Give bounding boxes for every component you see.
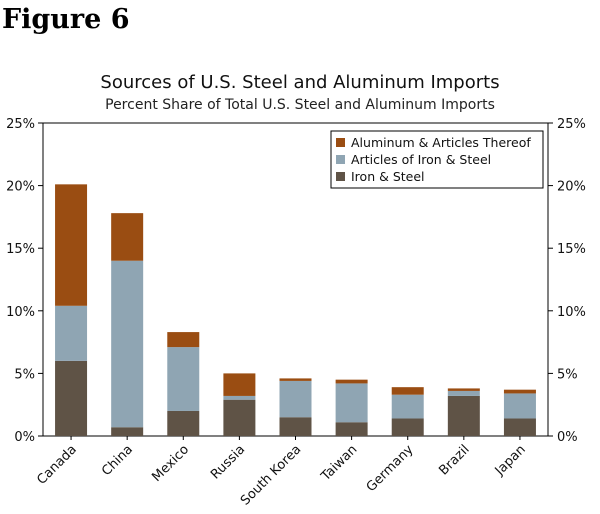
legend-label: Articles of Iron & Steel xyxy=(351,152,491,167)
bar-canada-iron-steel xyxy=(55,360,88,436)
bar-taiwan-articles-of-iron-steel xyxy=(335,383,368,423)
x-tick-label: China xyxy=(99,442,136,479)
bar-russia-iron-steel xyxy=(223,399,256,436)
bar-japan-iron-steel xyxy=(503,418,536,436)
bar-russia-aluminum-articles-thereof xyxy=(223,373,256,396)
y-tick-label-right: 20% xyxy=(557,180,586,195)
x-tick-label: Japan xyxy=(492,442,529,479)
y-tick-label-right: 10% xyxy=(557,305,586,320)
bar-mexico-articles-of-iron-steel xyxy=(167,347,200,411)
y-tick-label-left: 5% xyxy=(14,367,35,382)
bar-china-iron-steel xyxy=(111,427,144,436)
legend-swatch xyxy=(336,155,345,164)
bar-china-articles-of-iron-steel xyxy=(111,260,144,428)
y-tick-label-right: 5% xyxy=(557,367,578,382)
bar-brazil-articles-of-iron-steel xyxy=(447,390,480,396)
y-tick-label-left: 0% xyxy=(14,430,35,445)
legend-label: Iron & Steel xyxy=(351,169,425,184)
x-tick-label: South Korea xyxy=(238,442,304,508)
bar-mexico-iron-steel xyxy=(167,410,200,436)
y-tick-label-left: 25% xyxy=(6,117,35,132)
chart-subtitle: Percent Share of Total U.S. Steel and Al… xyxy=(105,97,495,113)
y-tick-label-right: 25% xyxy=(557,117,586,132)
bar-brazil-iron-steel xyxy=(447,395,480,436)
bar-south-korea-aluminum-articles-thereof xyxy=(279,378,312,381)
legend-swatch xyxy=(336,172,345,181)
figure-label: Figure 6 xyxy=(2,4,130,35)
y-tick-label-right: 0% xyxy=(557,430,578,445)
x-tick-label: Canada xyxy=(34,442,80,488)
bar-china-aluminum-articles-thereof xyxy=(111,213,144,261)
bar-canada-articles-of-iron-steel xyxy=(55,305,88,361)
legend-swatch xyxy=(336,138,345,147)
y-tick-label-right: 15% xyxy=(557,242,586,257)
bar-brazil-aluminum-articles-thereof xyxy=(447,388,480,391)
x-tick-label: Russia xyxy=(208,442,248,482)
y-tick-label-left: 15% xyxy=(6,242,35,257)
legend-box xyxy=(330,130,544,189)
y-tick-label-left: 10% xyxy=(6,305,35,320)
bar-south-korea-articles-of-iron-steel xyxy=(279,380,312,418)
bar-south-korea-iron-steel xyxy=(279,417,312,436)
x-tick-label: Brazil xyxy=(436,442,472,478)
legend-label: Aluminum & Articles Thereof xyxy=(351,135,531,150)
bar-taiwan-iron-steel xyxy=(335,422,368,436)
bar-russia-articles-of-iron-steel xyxy=(223,395,256,400)
bar-germany-aluminum-articles-thereof xyxy=(391,387,424,395)
bar-japan-articles-of-iron-steel xyxy=(503,393,536,419)
bar-germany-iron-steel xyxy=(391,418,424,436)
bar-taiwan-aluminum-articles-thereof xyxy=(335,379,368,384)
y-tick-label-left: 20% xyxy=(6,180,35,195)
x-tick-label: Germany xyxy=(364,442,417,495)
x-tick-label: Taiwan xyxy=(318,442,361,485)
bar-canada-aluminum-articles-thereof xyxy=(55,184,88,306)
bar-germany-articles-of-iron-steel xyxy=(391,394,424,419)
x-tick-label: Mexico xyxy=(149,442,192,485)
bar-japan-aluminum-articles-thereof xyxy=(503,389,536,394)
chart-title: Sources of U.S. Steel and Aluminum Impor… xyxy=(100,72,500,93)
bar-mexico-aluminum-articles-thereof xyxy=(167,332,200,348)
